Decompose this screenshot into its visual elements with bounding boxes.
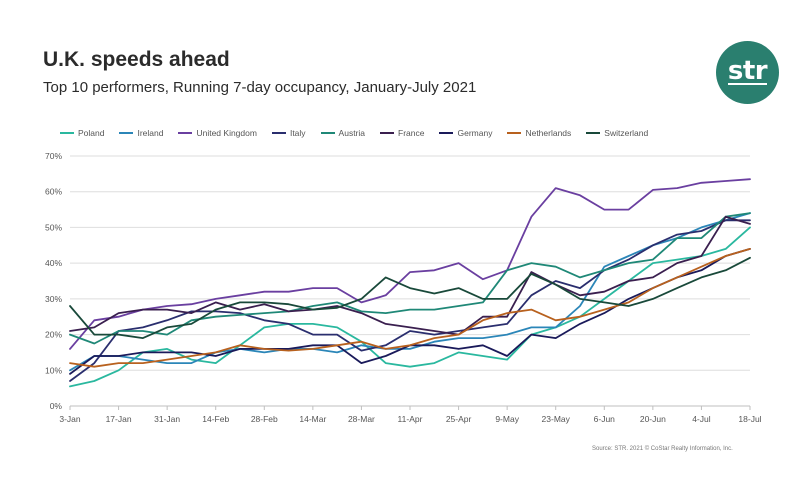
- y-tick-label: 20%: [45, 330, 62, 340]
- legend-item-united-kingdom: United Kingdom: [178, 128, 257, 138]
- legend-item-netherlands: Netherlands: [507, 128, 571, 138]
- y-tick-label: 10%: [45, 365, 62, 375]
- y-tick-label: 70%: [45, 151, 62, 161]
- y-tick-label: 40%: [45, 258, 62, 268]
- series-line-switzerland: [69, 256, 751, 340]
- series-line-poland: [69, 226, 751, 388]
- legend-item-germany: Germany: [439, 128, 492, 138]
- legend-label: Poland: [78, 128, 105, 138]
- legend-label: United Kingdom: [196, 128, 257, 138]
- x-tick-label: 23-May: [542, 414, 571, 424]
- x-tick-label: 28-Feb: [251, 414, 278, 424]
- legend-label: Switzerland: [604, 128, 649, 138]
- legend-label: Ireland: [137, 128, 164, 138]
- x-tick-label: 9-May: [495, 414, 519, 424]
- chart-legend: Poland Ireland United Kingdom Italy Austria F…: [60, 128, 663, 138]
- source-note: Source: STR. 2021 © CoStar Realty Inform…: [592, 446, 733, 452]
- legend-item-switzerland: Switzerland: [586, 128, 648, 138]
- x-tick-label: 11-Apr: [398, 414, 423, 424]
- legend-swatch: [380, 132, 395, 134]
- x-tick-label: 28-Mar: [348, 414, 375, 424]
- legend-label: Austria: [338, 128, 366, 138]
- legend-swatch: [439, 132, 454, 134]
- chart-subtitle: Top 10 performers, Running 7-day occupan…: [43, 79, 477, 96]
- y-tick-label: 30%: [45, 294, 62, 304]
- legend-item-france: France: [380, 128, 424, 138]
- legend-swatch: [271, 132, 286, 134]
- x-tick-label: 14-Mar: [299, 414, 326, 424]
- legend-label: France: [398, 128, 425, 138]
- x-tick-label: 18-Jul: [738, 414, 761, 424]
- legend-swatch: [320, 132, 335, 134]
- x-tick-label: 31-Jan: [154, 414, 180, 424]
- x-tick-label: 17-Jan: [106, 414, 132, 424]
- legend-swatch: [60, 132, 74, 134]
- series-line-united-kingdom: [69, 178, 751, 350]
- legend-item-austria: Austria: [320, 128, 366, 138]
- legend-swatch: [586, 132, 601, 134]
- x-tick-label: 3-Jan: [59, 414, 81, 424]
- legend-swatch: [178, 132, 193, 134]
- x-tick-label: 20-Jun: [640, 414, 666, 424]
- legend-item-italy: Italy: [271, 128, 306, 138]
- series-line-italy: [69, 219, 751, 382]
- legend-label: Netherlands: [525, 128, 572, 138]
- x-tick-label: 25-Apr: [446, 414, 472, 424]
- chart-title: U.K. speeds ahead: [43, 48, 230, 71]
- x-tick-label: 6-Jun: [594, 414, 616, 424]
- logo-text: str: [727, 56, 768, 86]
- legend-label: Italy: [289, 128, 306, 138]
- legend-item-poland: Poland: [60, 128, 104, 138]
- x-tick-label: 14-Feb: [202, 414, 229, 424]
- legend-swatch: [507, 132, 522, 134]
- series-line-france: [69, 215, 751, 336]
- str-logo: str: [716, 41, 779, 104]
- legend-swatch: [119, 132, 134, 134]
- series-line-ireland: [69, 212, 751, 372]
- series-line-netherlands: [69, 247, 751, 368]
- y-tick-label: 50%: [45, 222, 62, 232]
- y-tick-label: 0%: [50, 401, 63, 411]
- legend-label: Germany: [457, 128, 493, 138]
- x-tick-label: 4-Jul: [692, 414, 711, 424]
- y-tick-label: 60%: [45, 187, 62, 197]
- legend-item-ireland: Ireland: [119, 128, 163, 138]
